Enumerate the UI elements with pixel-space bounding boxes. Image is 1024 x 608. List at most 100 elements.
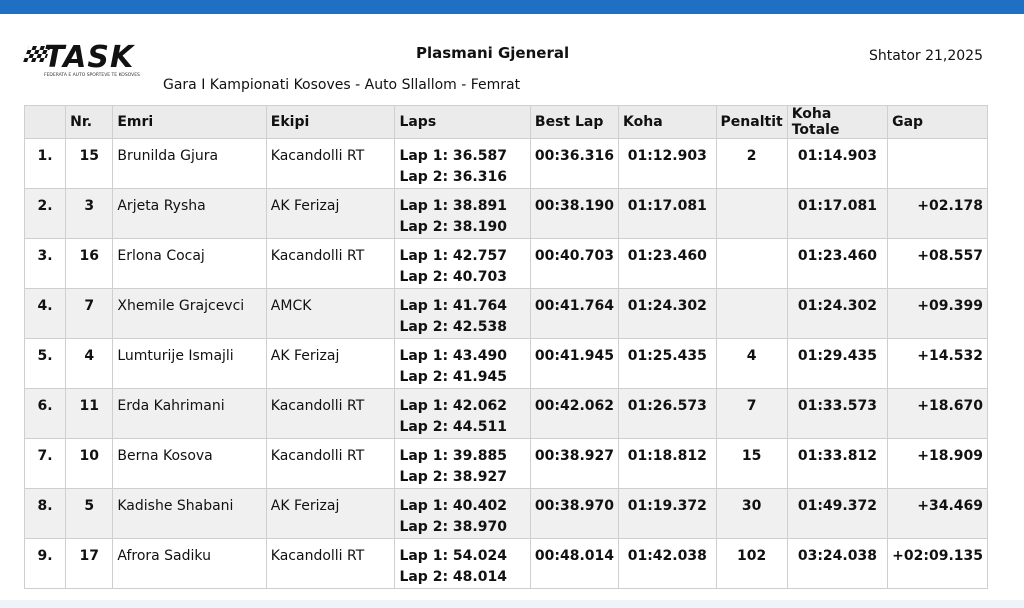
time-cell: 01:18.812: [618, 438, 717, 489]
gap-cell: +18.909: [887, 438, 988, 489]
team-cell: AMCK: [265, 288, 396, 339]
lap-1-time: Lap 1: 43.490: [399, 348, 507, 364]
bottom-bar: [0, 600, 1024, 608]
name-cell-text: Xhemile Grajcevci: [117, 298, 245, 314]
time-cell-text: 01:25.435: [627, 348, 707, 364]
total-time-cell: 01:14.903: [786, 138, 889, 189]
page-title: Plasmani Gjeneral: [416, 44, 570, 62]
number-cell-text: 5: [84, 498, 95, 514]
gap-cell-text: +08.557: [917, 248, 983, 264]
best-lap-cell-text: 00:38.927: [534, 448, 615, 464]
laps-cell: Lap 1: 43.490 Lap 2: 41.945: [394, 338, 531, 389]
laps-list: Lap 1: 42.757 Lap 2: 40.703: [399, 239, 525, 288]
gap-cell: +08.557: [887, 238, 988, 289]
position-cell-text: 8.: [37, 498, 53, 514]
penalty-cell: 30: [715, 488, 788, 539]
number-cell: 5: [65, 488, 114, 539]
time-cell: 01:23.460: [618, 238, 717, 289]
name-cell-text: Berna Kosova: [117, 448, 213, 464]
laps-list: Lap 1: 38.891 Lap 2: 38.190: [399, 189, 525, 238]
penalty-cell-text: 102: [737, 548, 767, 564]
logo-subtext: FEDERATA E AUTO SPORTEVE TE KOSOVES: [44, 73, 140, 78]
laps-cell: Lap 1: 42.757 Lap 2: 40.703: [394, 238, 531, 289]
lap-1-time: Lap 1: 54.024: [399, 548, 507, 564]
best-lap-cell: 00:40.703: [529, 238, 620, 289]
penalty-cell: [715, 188, 788, 239]
penalty-cell: 102: [715, 538, 788, 589]
gap-cell-text: +02:09.135: [892, 548, 983, 564]
total-time-cell-text: 01:24.302: [797, 298, 877, 314]
laps-cell: Lap 1: 54.024 Lap 2: 48.014: [394, 538, 531, 589]
total-time-cell-text: 01:14.903: [797, 148, 877, 164]
gap-cell: +09.399: [887, 288, 988, 339]
number-cell-text: 15: [79, 148, 99, 164]
total-time-cell-text: 01:33.812: [797, 448, 877, 464]
total-time-cell-text: 01:33.573: [797, 398, 877, 414]
team-cell-text: AK Ferizaj: [270, 198, 340, 214]
laps-cell: Lap 1: 39.885 Lap 2: 38.927: [394, 438, 531, 489]
number-cell-text: 3: [84, 198, 95, 214]
total-time-cell: 01:24.302: [786, 288, 889, 339]
laps-cell: Lap 1: 40.402 Lap 2: 38.970: [394, 488, 531, 539]
results-table: Nr. Emri Ekipi Laps Best Lap Koha Penalt…: [23, 105, 988, 589]
position-cell: 3.: [23, 238, 67, 289]
team-cell-text: Kacandolli RT: [270, 248, 365, 264]
best-lap-cell: 00:38.190: [529, 188, 620, 239]
laps-cell: Lap 1: 38.891 Lap 2: 38.190: [394, 188, 531, 239]
table-row: 6. 11 Erda Kahrimani Kacandolli RT Lap 1: 42…: [23, 388, 988, 439]
table-row: 5. 4 Lumturije Ismajli AK Ferizaj Lap 1: 43.…: [23, 338, 988, 389]
name-cell: Afrora Sadiku: [112, 538, 267, 589]
lap-2-time: Lap 2: 48.014: [399, 569, 507, 585]
number-cell: 11: [65, 388, 114, 439]
total-time-cell: 01:49.372: [786, 488, 889, 539]
best-lap-cell: 00:41.945: [529, 338, 620, 389]
penalty-cell: 7: [715, 388, 788, 439]
penalty-cell-text: 7: [746, 398, 757, 414]
time-cell-text: 01:24.302: [627, 298, 707, 314]
penalty-cell: 2: [715, 138, 788, 189]
laps-list: Lap 1: 54.024 Lap 2: 48.014: [399, 539, 525, 588]
total-time-cell: 01:29.435: [786, 338, 889, 389]
number-cell: 17: [65, 538, 114, 589]
col-header-number: Nr.: [65, 105, 114, 139]
gap-cell-text: +18.909: [917, 448, 983, 464]
name-cell-text: Afrora Sadiku: [117, 548, 211, 564]
col-header-laps: Laps: [394, 105, 531, 139]
position-cell: 9.: [23, 538, 67, 589]
name-cell-text: Brunilda Gjura: [117, 148, 219, 164]
number-cell-text: 7: [84, 298, 95, 314]
best-lap-cell: 00:38.970: [529, 488, 620, 539]
best-lap-cell: 00:38.927: [529, 438, 620, 489]
total-time-cell: 03:24.038: [786, 538, 889, 589]
position-cell-text: 7.: [37, 448, 53, 464]
number-cell: 4: [65, 338, 114, 389]
lap-2-time: Lap 2: 44.511: [399, 419, 507, 435]
team-cell-text: Kacandolli RT: [270, 548, 365, 564]
penalty-cell: [715, 238, 788, 289]
laps-list: Lap 1: 36.587 Lap 2: 36.316: [399, 139, 525, 188]
time-cell: 01:25.435: [618, 338, 717, 389]
team-cell: AK Ferizaj: [265, 488, 396, 539]
lap-1-time: Lap 1: 36.587: [399, 148, 507, 164]
position-cell-text: 3.: [37, 248, 53, 264]
team-cell: Kacandolli RT: [265, 388, 396, 439]
lap-2-time: Lap 2: 38.970: [399, 519, 507, 535]
gap-cell: +02.178: [887, 188, 988, 239]
gap-cell: +02:09.135: [887, 538, 988, 589]
gap-cell-text: +18.670: [917, 398, 983, 414]
number-cell: 16: [65, 238, 114, 289]
lap-1-time: Lap 1: 38.891: [399, 198, 507, 214]
name-cell: Erlona Cocaj: [112, 238, 267, 289]
col-header-gap: Gap: [887, 105, 988, 139]
time-cell: 01:42.038: [618, 538, 717, 589]
number-cell: 3: [65, 188, 114, 239]
lap-2-time: Lap 2: 42.538: [399, 319, 507, 335]
col-header-best-lap: Best Lap: [529, 105, 620, 139]
penalty-cell-text: 15: [741, 448, 762, 464]
table-row: 2. 3 Arjeta Rysha AK Ferizaj Lap 1: 38.891 La…: [23, 188, 988, 239]
page-subtitle: Gara I Kampionati Kosoves - Auto Sllallo…: [163, 77, 521, 93]
penalty-cell: [715, 288, 788, 339]
name-cell: Berna Kosova: [112, 438, 267, 489]
logo-text: TASK: [44, 40, 135, 75]
best-lap-cell: 00:41.764: [529, 288, 620, 339]
